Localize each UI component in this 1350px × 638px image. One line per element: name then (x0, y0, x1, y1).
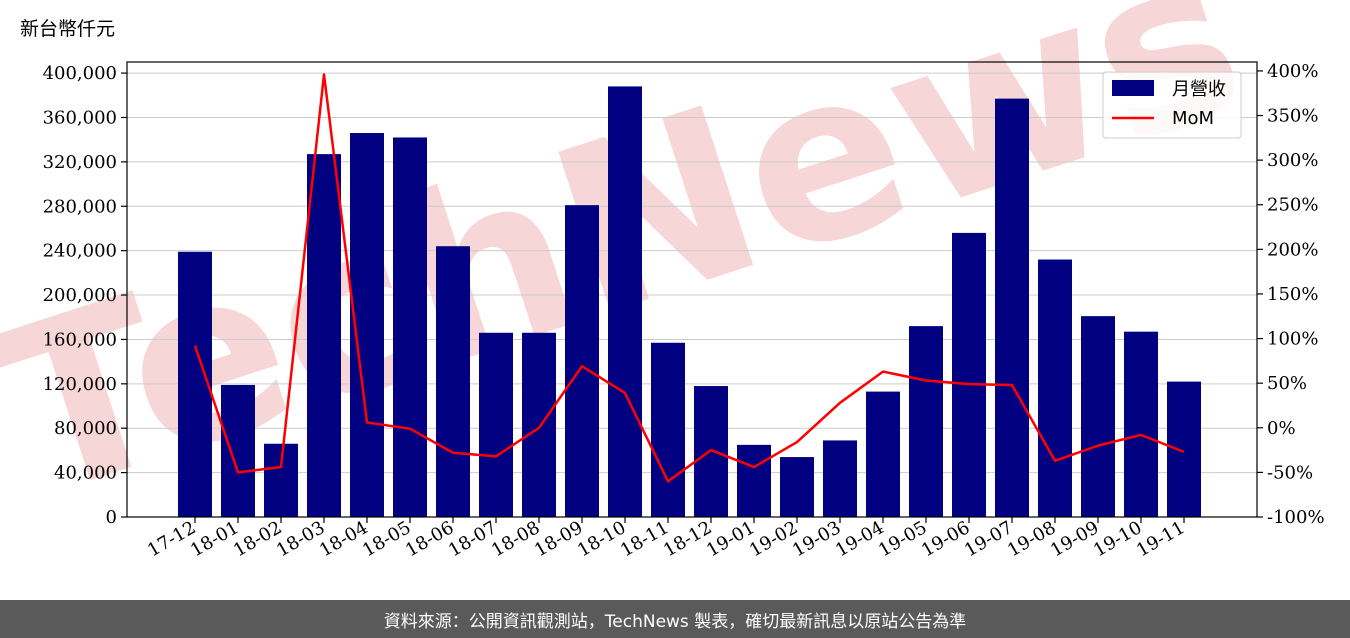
bar-18-11 (651, 342, 685, 517)
left-tick-label: 120,000 (43, 374, 117, 395)
bar-18-07 (479, 332, 513, 517)
x-tick-label: 18-06 (402, 517, 457, 561)
legend-label-revenue: 月營收 (1172, 79, 1226, 100)
left-tick-label: 200,000 (43, 285, 117, 306)
x-tick-label: 18-02 (230, 517, 285, 561)
bar-19-04 (866, 391, 900, 517)
bar-18-09 (565, 205, 599, 517)
x-tick-label: 19-11 (1133, 517, 1188, 561)
bar-19-06 (952, 232, 986, 517)
mom-line (193, 73, 1185, 483)
x-tick-label: 18-09 (531, 517, 586, 561)
x-tick-label: 19-05 (875, 517, 930, 561)
right-axis: -100% -50% 0% 50% 100% 150% 200% 250% 300% 350% 40… (1257, 61, 1325, 528)
left-tick-label: 360,000 (43, 107, 117, 128)
x-tick-label: 17-12 (144, 517, 199, 561)
right-tick-label: -100% (1267, 507, 1325, 528)
bar-19-11 (1167, 381, 1201, 517)
x-tick-label: 18-10 (574, 517, 629, 561)
left-tick-label: 400,000 (43, 63, 117, 84)
bar-19-02 (780, 457, 814, 517)
bar-18-02 (264, 443, 298, 517)
bar-18-06 (436, 246, 470, 517)
right-tick-label: -50% (1267, 462, 1313, 483)
bar-18-01 (221, 384, 255, 517)
bar-18-10 (608, 86, 642, 517)
x-tick-label: 19-06 (918, 517, 973, 561)
bar-19-05 (909, 326, 943, 517)
x-tick-label: 19-09 (1047, 517, 1102, 561)
left-tick-label: 40,000 (54, 463, 117, 484)
right-tick-label: 300% (1267, 150, 1318, 171)
bar-18-08 (522, 332, 556, 517)
x-tick-label: 18-03 (273, 517, 328, 561)
x-tick-label: 18-04 (316, 517, 371, 561)
x-tick-label: 18-11 (617, 517, 672, 561)
left-tick-label: 0 (106, 507, 117, 528)
source-footer: 資料來源：公開資訊觀測站，TechNews 製表，確切最新訊息以原站公告為準 (0, 600, 1350, 638)
right-tick-label: 400% (1267, 61, 1318, 82)
legend-bar-swatch (1112, 80, 1154, 96)
bar-19-10 (1124, 331, 1158, 517)
left-axis: 0 40,000 80,000 120,000 160,000 200,000 240,00… (43, 63, 127, 528)
chart: TechNews 040,00080,000120,000160,000200,… (0, 0, 1325, 561)
right-tick-label: 200% (1267, 239, 1318, 260)
x-tick-label: 18-05 (359, 517, 414, 561)
unit-label: 新台幣仟元 (20, 18, 116, 40)
x-tick-label: 19-07 (961, 517, 1016, 561)
left-tick-label: 160,000 (43, 329, 117, 350)
x-tick-label: 18-01 (187, 517, 242, 561)
x-tick-label: 19-02 (746, 517, 801, 561)
x-tick-label: 19-10 (1090, 517, 1145, 561)
x-axis: 17-1218-0118-0218-0318-0418-0518-0618-07… (144, 517, 1189, 561)
plot-frame (126, 61, 1258, 518)
right-tick-label: 0% (1267, 418, 1296, 439)
right-tick-label: 150% (1267, 284, 1318, 305)
right-tick-label: 250% (1267, 195, 1318, 216)
bar-17-12 (178, 251, 212, 517)
left-tick-label: 80,000 (54, 418, 117, 439)
mom-line-path (193, 73, 1185, 483)
bar-19-01 (737, 444, 771, 517)
legend: 月營收 MoM (1102, 71, 1242, 139)
right-tick-label: 350% (1267, 106, 1318, 127)
bar-19-03 (823, 440, 857, 517)
right-tick-label: 100% (1267, 329, 1318, 350)
x-tick-label: 19-08 (1004, 517, 1059, 561)
x-tick-label: 18-08 (488, 517, 543, 561)
legend-label-mom: MoM (1172, 108, 1214, 129)
left-tick-label: 320,000 (43, 152, 117, 173)
x-tick-label: 19-04 (832, 517, 887, 561)
x-tick-label: 19-01 (703, 517, 758, 561)
bar-19-07 (995, 98, 1029, 517)
x-tick-label: 18-12 (660, 517, 715, 561)
bar-18-03 (307, 154, 341, 518)
x-tick-label: 18-07 (445, 517, 500, 561)
right-tick-label: 50% (1267, 373, 1307, 394)
bar-19-09 (1081, 316, 1115, 517)
x-tick-label: 19-03 (789, 517, 844, 561)
left-tick-label: 240,000 (43, 241, 117, 262)
bar-19-08 (1038, 259, 1072, 517)
left-tick-label: 280,000 (43, 196, 117, 217)
bar-18-05 (393, 137, 427, 517)
